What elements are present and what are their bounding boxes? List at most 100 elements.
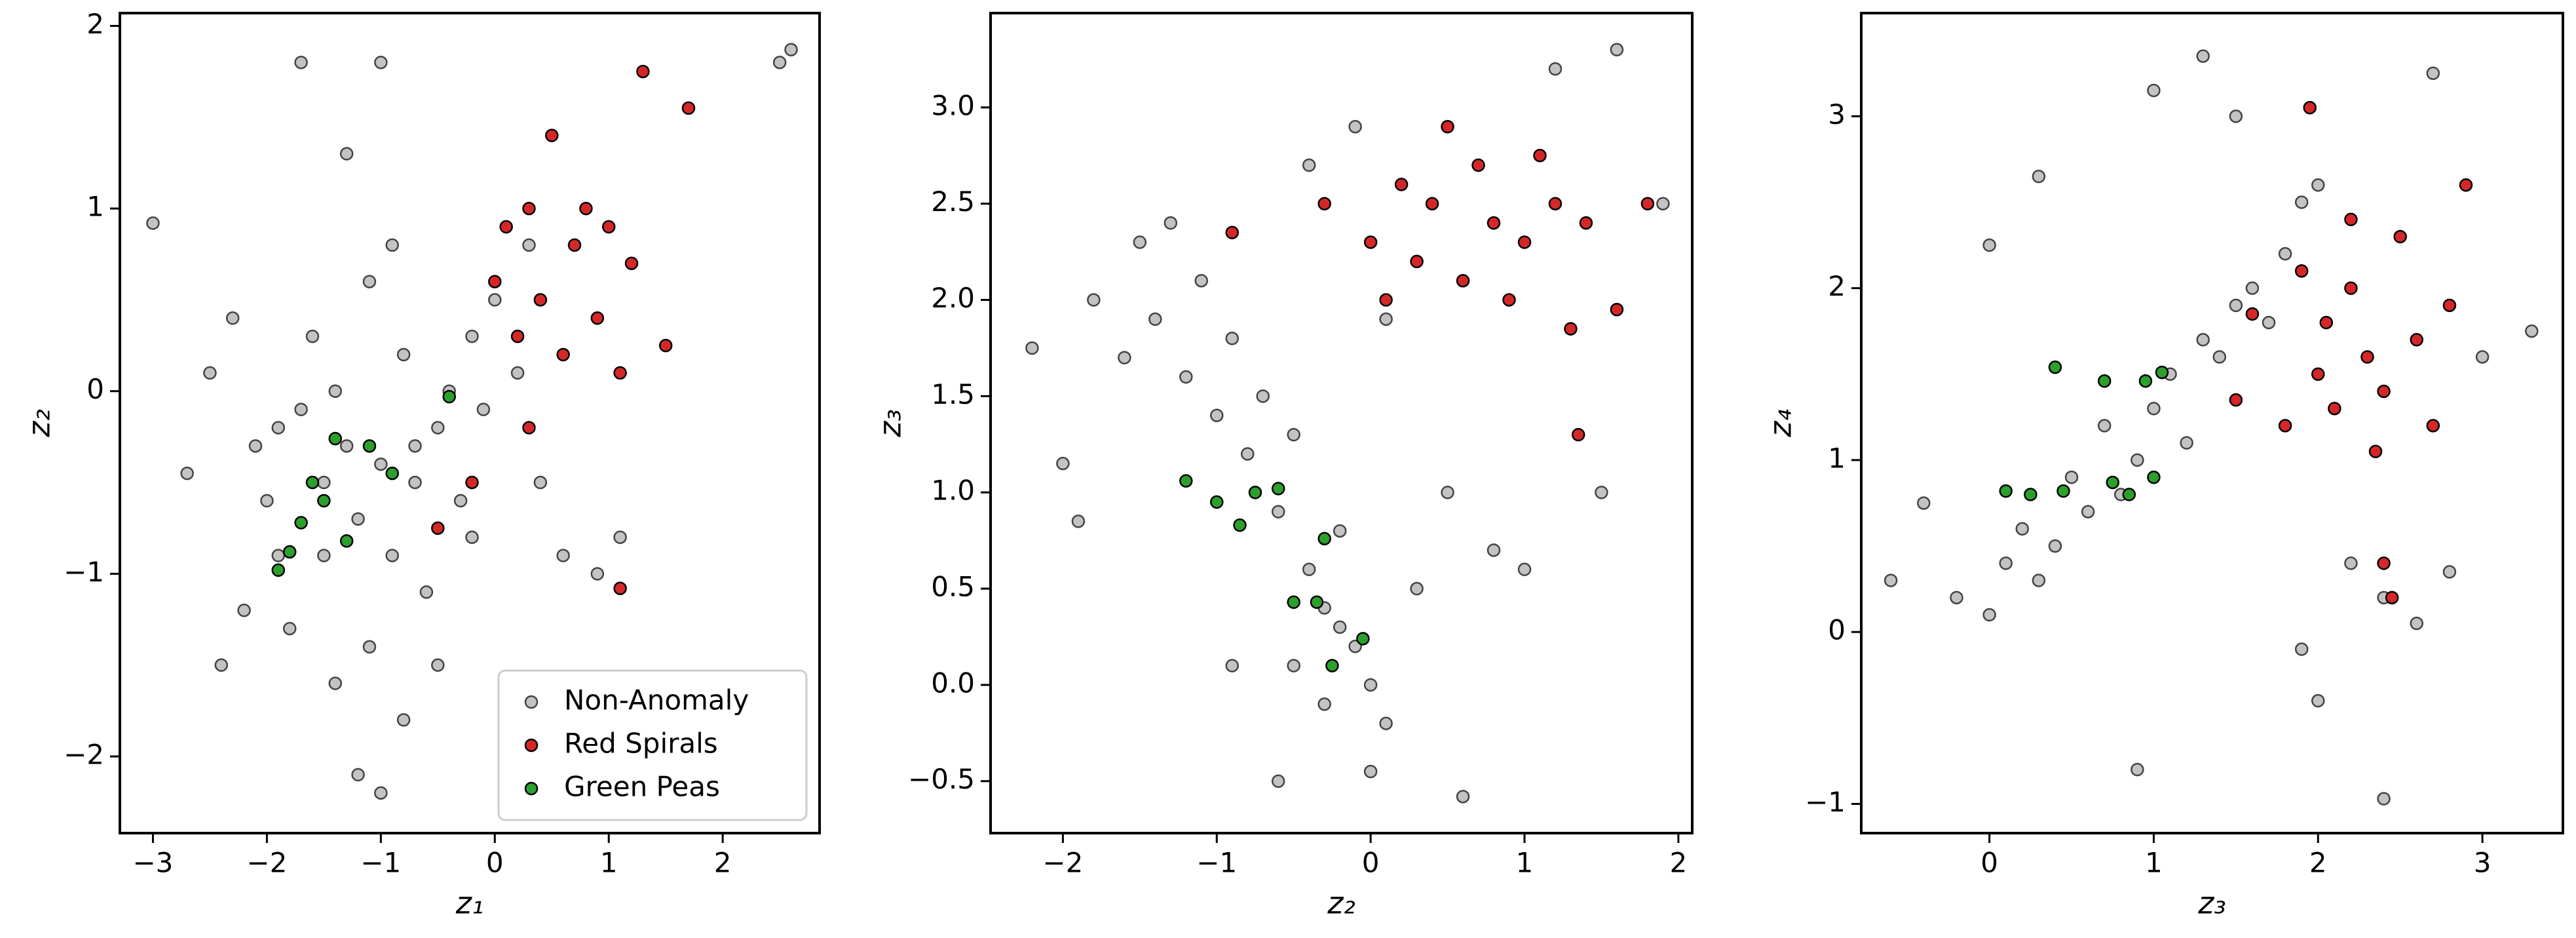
point — [2229, 298, 2243, 313]
point — [1317, 532, 1331, 545]
point — [2147, 83, 2161, 98]
point — [1610, 43, 1624, 57]
point — [294, 516, 308, 530]
point — [408, 439, 422, 453]
point — [1271, 505, 1285, 518]
y-tick-label: −2 — [64, 738, 104, 770]
point — [453, 494, 468, 508]
point — [2180, 436, 2193, 450]
point — [2212, 350, 2227, 364]
point — [260, 494, 274, 508]
point — [385, 549, 399, 562]
point — [1517, 235, 1532, 249]
y-tick-label: −0.5 — [908, 763, 975, 795]
point — [590, 311, 605, 325]
point — [1595, 485, 1608, 499]
axes-frame — [1860, 12, 2564, 834]
point — [339, 534, 354, 548]
point — [271, 421, 286, 435]
point — [1271, 482, 1285, 496]
point — [1025, 341, 1039, 355]
point — [1517, 562, 1532, 576]
point — [2294, 642, 2309, 656]
point — [214, 658, 229, 672]
point — [1410, 581, 1424, 596]
y-tick-label: 1 — [1828, 442, 1846, 474]
point — [1982, 608, 1996, 622]
point — [1348, 120, 1362, 134]
x-tick-label: 2 — [1669, 847, 1687, 879]
point — [1317, 697, 1331, 711]
point — [2048, 361, 2062, 374]
point — [1441, 120, 1454, 134]
point — [533, 475, 548, 490]
legend-box — [497, 669, 808, 821]
x-tick-label: 1 — [1516, 847, 1534, 879]
x-tick-label: 0 — [1362, 847, 1380, 879]
point — [1999, 484, 2013, 498]
point — [1225, 659, 1239, 673]
point — [305, 329, 320, 343]
point — [636, 64, 650, 79]
point — [2393, 229, 2407, 244]
point — [1425, 197, 1439, 210]
point — [1179, 370, 1193, 384]
point — [146, 216, 160, 230]
point — [271, 549, 286, 562]
point — [2442, 298, 2457, 313]
point — [1194, 273, 1209, 288]
point — [1917, 496, 1931, 510]
point — [601, 220, 616, 234]
point — [2294, 195, 2309, 209]
point — [362, 439, 377, 453]
point — [396, 713, 411, 727]
point — [271, 563, 286, 577]
point — [1071, 515, 1086, 528]
point — [499, 220, 513, 234]
x-tick-label: 1 — [2145, 847, 2163, 879]
axes-frame — [989, 12, 1694, 834]
point — [1164, 216, 1178, 230]
point — [203, 366, 217, 380]
point — [362, 275, 377, 288]
point — [305, 475, 320, 490]
point — [2442, 565, 2457, 579]
point — [2196, 49, 2210, 63]
point — [2360, 350, 2374, 364]
point — [567, 238, 582, 252]
x-axis-label: z₃ — [2197, 886, 2226, 921]
point — [1548, 62, 1563, 76]
point — [351, 512, 365, 526]
legend-marker — [524, 738, 539, 752]
point — [2278, 419, 2292, 433]
point — [1571, 427, 1585, 442]
point — [431, 658, 445, 672]
point — [2229, 109, 2243, 123]
point — [2328, 401, 2341, 416]
y-tick-label: 0.5 — [931, 571, 975, 603]
point — [351, 768, 365, 782]
point — [328, 676, 342, 690]
point — [510, 366, 525, 380]
point — [1379, 312, 1393, 326]
point — [408, 475, 422, 490]
point — [613, 581, 627, 595]
point — [476, 402, 491, 416]
point — [465, 329, 479, 343]
point — [556, 347, 570, 362]
point — [2410, 616, 2424, 631]
point — [1256, 389, 1270, 403]
point — [1302, 562, 1316, 576]
point — [2024, 488, 2037, 501]
point — [1233, 518, 1247, 532]
point — [1210, 495, 1224, 509]
point — [1056, 456, 1070, 471]
point — [522, 421, 536, 435]
point — [1148, 312, 1162, 326]
x-tick-label: 2 — [2309, 847, 2327, 879]
point — [1487, 216, 1501, 230]
point — [1640, 197, 1655, 210]
point — [2294, 264, 2309, 278]
point — [1363, 764, 1378, 779]
